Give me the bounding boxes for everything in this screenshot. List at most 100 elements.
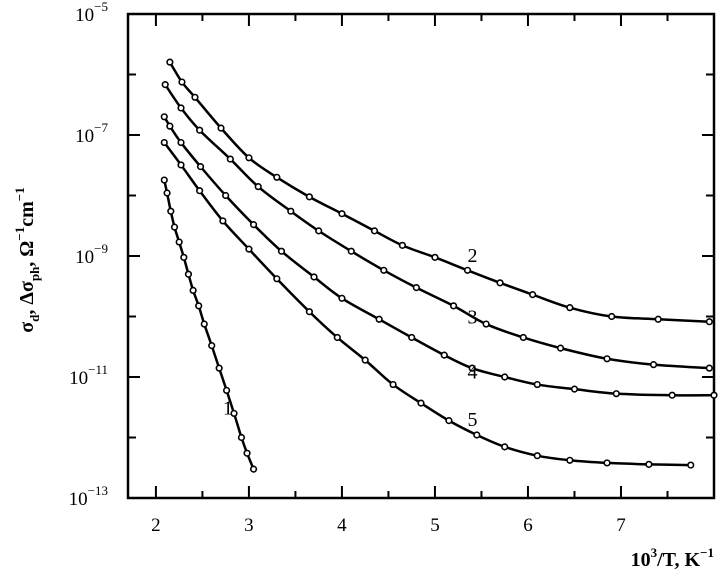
plot-frame	[126, 12, 716, 500]
data-point	[710, 391, 718, 399]
y-tick-label-base: 10	[75, 247, 94, 268]
data-point	[412, 284, 420, 292]
data-point	[449, 302, 458, 310]
data-point	[556, 344, 565, 352]
data-point	[533, 452, 541, 460]
data-point	[654, 315, 662, 323]
data-point	[219, 217, 227, 225]
data-point	[160, 138, 168, 147]
curve-label: 2	[468, 245, 478, 267]
data-point	[338, 210, 346, 218]
data-point	[196, 163, 205, 171]
data-point	[161, 81, 169, 89]
data-point	[277, 247, 286, 255]
x-axis-title: 103/T, K−1	[631, 545, 714, 571]
data-point	[482, 320, 490, 328]
data-point	[398, 241, 407, 249]
data-point	[463, 266, 472, 274]
data-point	[273, 173, 281, 181]
data-point	[529, 291, 537, 299]
data-point	[333, 333, 341, 342]
data-point	[603, 459, 611, 467]
data-point	[496, 279, 504, 287]
data-point	[245, 245, 253, 253]
data-point	[226, 155, 234, 163]
data-point	[177, 161, 185, 169]
data-point	[184, 270, 193, 278]
data-point	[249, 465, 258, 473]
x-axis-ticks: 2 3 4 5 6 7	[151, 14, 669, 536]
data-point	[608, 312, 616, 321]
y-tick-label: 10−5	[75, 0, 108, 26]
data-point	[175, 238, 183, 246]
data-point	[167, 207, 175, 215]
data-point	[160, 113, 168, 121]
curve-labels: 1 2 3 4 5	[223, 245, 478, 431]
data-point	[389, 380, 397, 389]
data-point	[566, 456, 574, 464]
y-tick-label-base: 10	[75, 5, 94, 26]
data-point	[200, 320, 208, 328]
data-point	[445, 417, 453, 425]
data-point	[519, 333, 527, 342]
data-point	[347, 247, 355, 255]
data-point	[375, 315, 383, 323]
data-point	[501, 443, 509, 451]
data-point	[649, 361, 658, 369]
y-tick-label-exp: −11	[88, 362, 108, 377]
data-point	[189, 286, 197, 295]
y-tick-label-base: 10	[69, 368, 88, 389]
data-point	[166, 58, 174, 66]
data-point	[501, 373, 509, 381]
x-tick-label: 3	[244, 515, 254, 536]
data-point	[196, 187, 204, 195]
data-point	[163, 189, 171, 197]
series-line	[163, 179, 255, 470]
y-tick-label: 10−13	[69, 483, 108, 510]
curve-label: 1	[223, 397, 233, 419]
series-line	[164, 83, 710, 370]
x-tick-label: 4	[337, 515, 347, 536]
data-point	[310, 273, 318, 281]
data-point	[191, 93, 199, 101]
data-point	[417, 399, 425, 407]
data-point	[160, 176, 168, 184]
x-tick-label: 5	[430, 515, 440, 536]
y-tick-label: 10−11	[69, 362, 108, 389]
data-point	[305, 193, 313, 201]
series-1	[160, 176, 258, 473]
data-point	[440, 351, 448, 359]
data-point	[287, 207, 295, 215]
data-point	[243, 449, 251, 457]
series-5	[160, 138, 695, 469]
data-point	[380, 266, 388, 274]
data-point	[603, 355, 611, 363]
data-point	[468, 364, 476, 372]
data-point	[230, 409, 238, 418]
data-point	[408, 333, 416, 342]
data-point	[222, 191, 230, 200]
data-point	[361, 356, 369, 364]
data-point	[249, 221, 258, 229]
data-point	[177, 138, 185, 147]
data-point	[645, 460, 653, 468]
data-point	[338, 294, 346, 302]
data-point	[705, 364, 713, 372]
y-tick-label-exp: −7	[94, 120, 108, 135]
data-point	[177, 104, 185, 112]
curve-label: 5	[468, 409, 478, 431]
data-point	[217, 124, 225, 132]
data-point	[566, 304, 574, 312]
series-layer	[160, 58, 718, 473]
data-point	[237, 433, 246, 442]
data-point	[223, 386, 231, 395]
series-4	[160, 113, 718, 399]
data-point	[245, 154, 253, 162]
data-point	[370, 227, 379, 235]
data-point	[196, 126, 204, 134]
data-point	[195, 302, 203, 310]
y-tick-label-base: 10	[69, 489, 88, 510]
data-point	[170, 223, 179, 231]
